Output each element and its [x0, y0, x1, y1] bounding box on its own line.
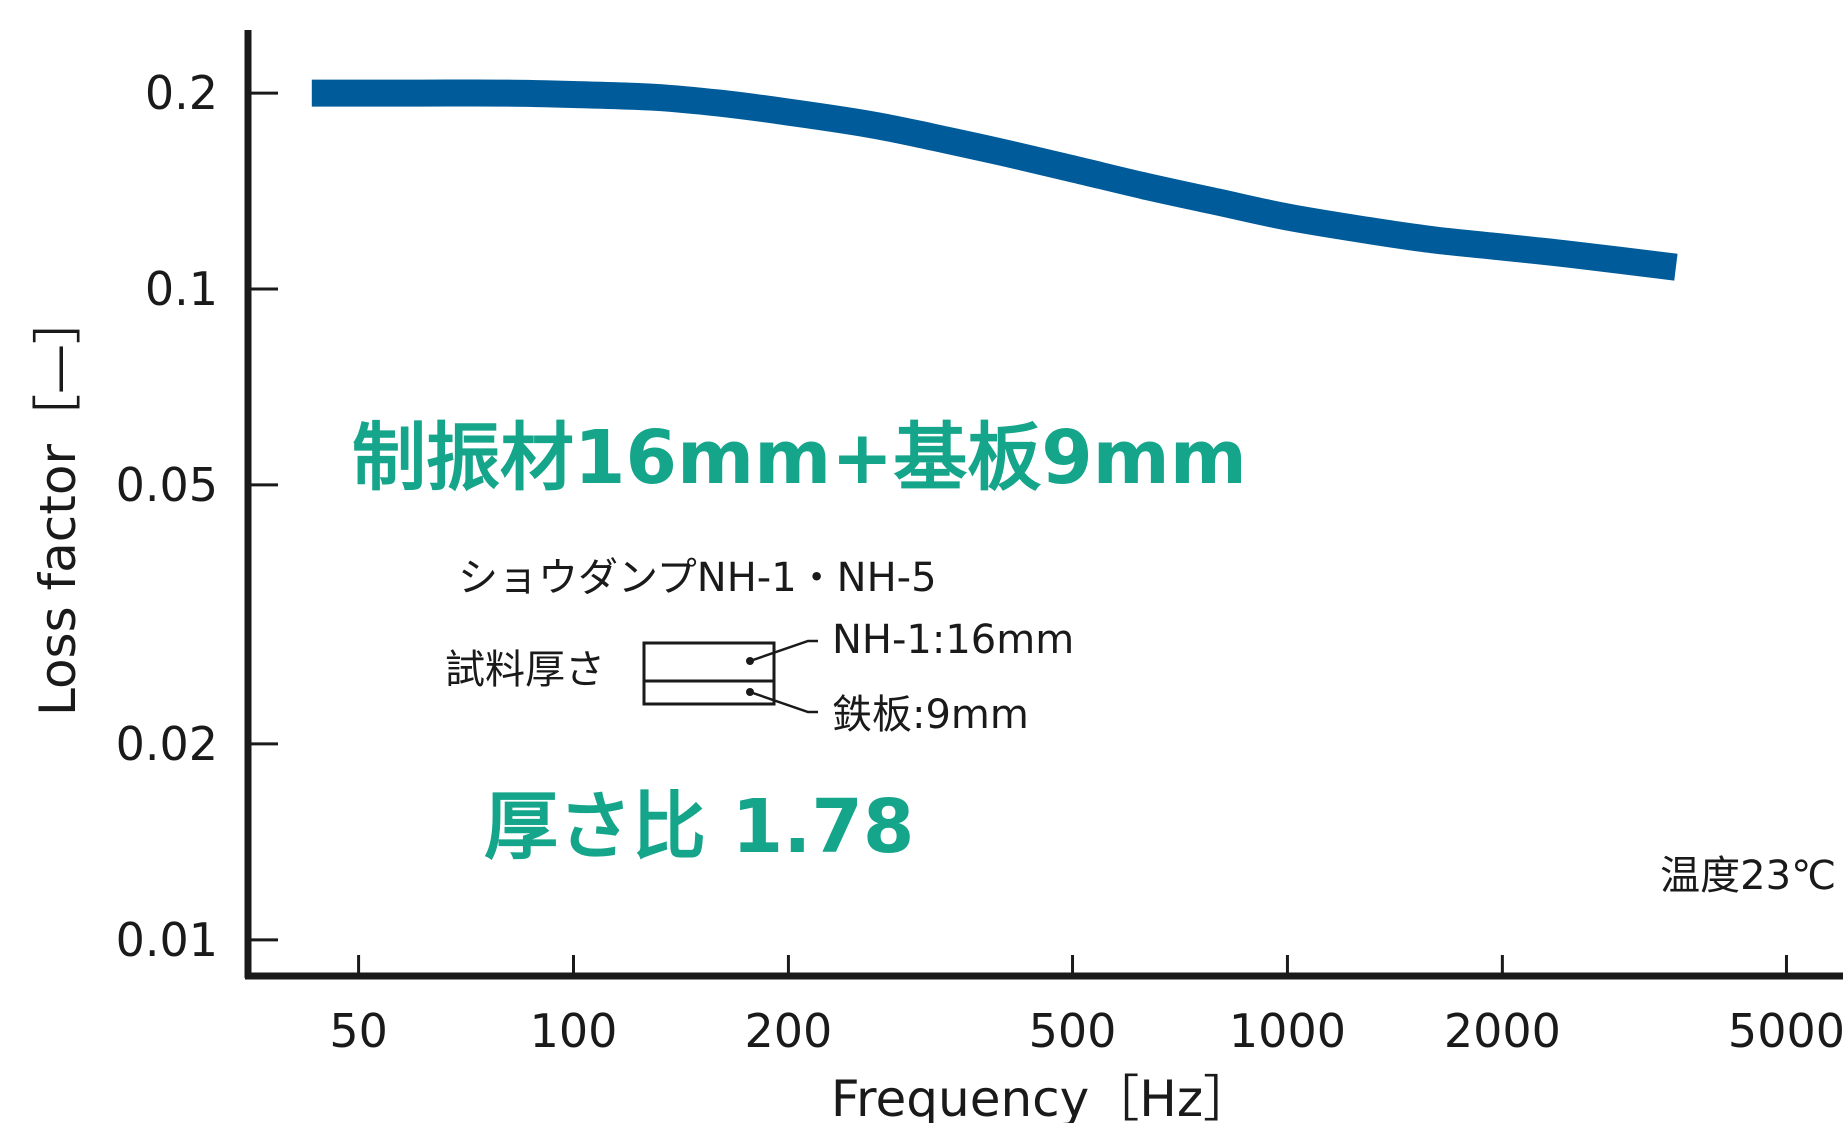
x-tick-label: 200: [745, 1004, 833, 1058]
y-tick-label: 0.01: [116, 913, 218, 967]
sample-layer-top: [642, 641, 776, 683]
annotation-sample-label: 試料厚さ: [445, 647, 605, 693]
y-tick-label: 0.2: [145, 66, 218, 120]
axes: [244, 30, 1843, 980]
series-line: [311, 79, 1678, 281]
y-tick-label: 0.02: [116, 717, 218, 771]
annotation-temperature: 温度23℃: [1660, 853, 1836, 899]
leader-line-top: [749, 639, 818, 663]
annotation-layer-bottom: 鉄板:9mm: [832, 692, 1029, 738]
sample-layer-diagram: [642, 639, 818, 714]
y-tick-label: 0.05: [116, 458, 218, 512]
y-ticks: 0.2 0.1 0.05 0.02 0.01: [116, 66, 278, 967]
annotations: 制振材16mm+基板9mm ショウダンプNH-1・NH-5 試料厚さ NH-1:…: [352, 415, 1836, 899]
x-tick-label: 5000: [1728, 1004, 1843, 1058]
x-ticks: 50 100 200 500 1000 2000 5000: [329, 955, 1843, 1058]
series-group: [311, 79, 1678, 281]
x-tick-label: 100: [530, 1004, 618, 1058]
annotation-layer-top: NH-1:16mm: [832, 617, 1074, 663]
sample-layer-bottom: [642, 679, 776, 706]
annotation-title: 制振材16mm+基板9mm: [352, 415, 1247, 501]
annotation-ratio: 厚さ比 1.78: [484, 784, 914, 870]
x-tick-label: 1000: [1229, 1004, 1346, 1058]
x-axis-title: Frequency［Hz］: [831, 1070, 1253, 1123]
x-tick-label: 500: [1029, 1004, 1117, 1058]
x-tick-label: 2000: [1444, 1004, 1561, 1058]
x-tick-label: 50: [329, 1004, 388, 1058]
annotation-product: ショウダンプNH-1・NH-5: [458, 555, 937, 601]
y-axis-title: Loss factor［—］: [29, 294, 87, 716]
leader-line-bottom: [749, 690, 818, 714]
y-tick-label: 0.1: [145, 262, 218, 316]
